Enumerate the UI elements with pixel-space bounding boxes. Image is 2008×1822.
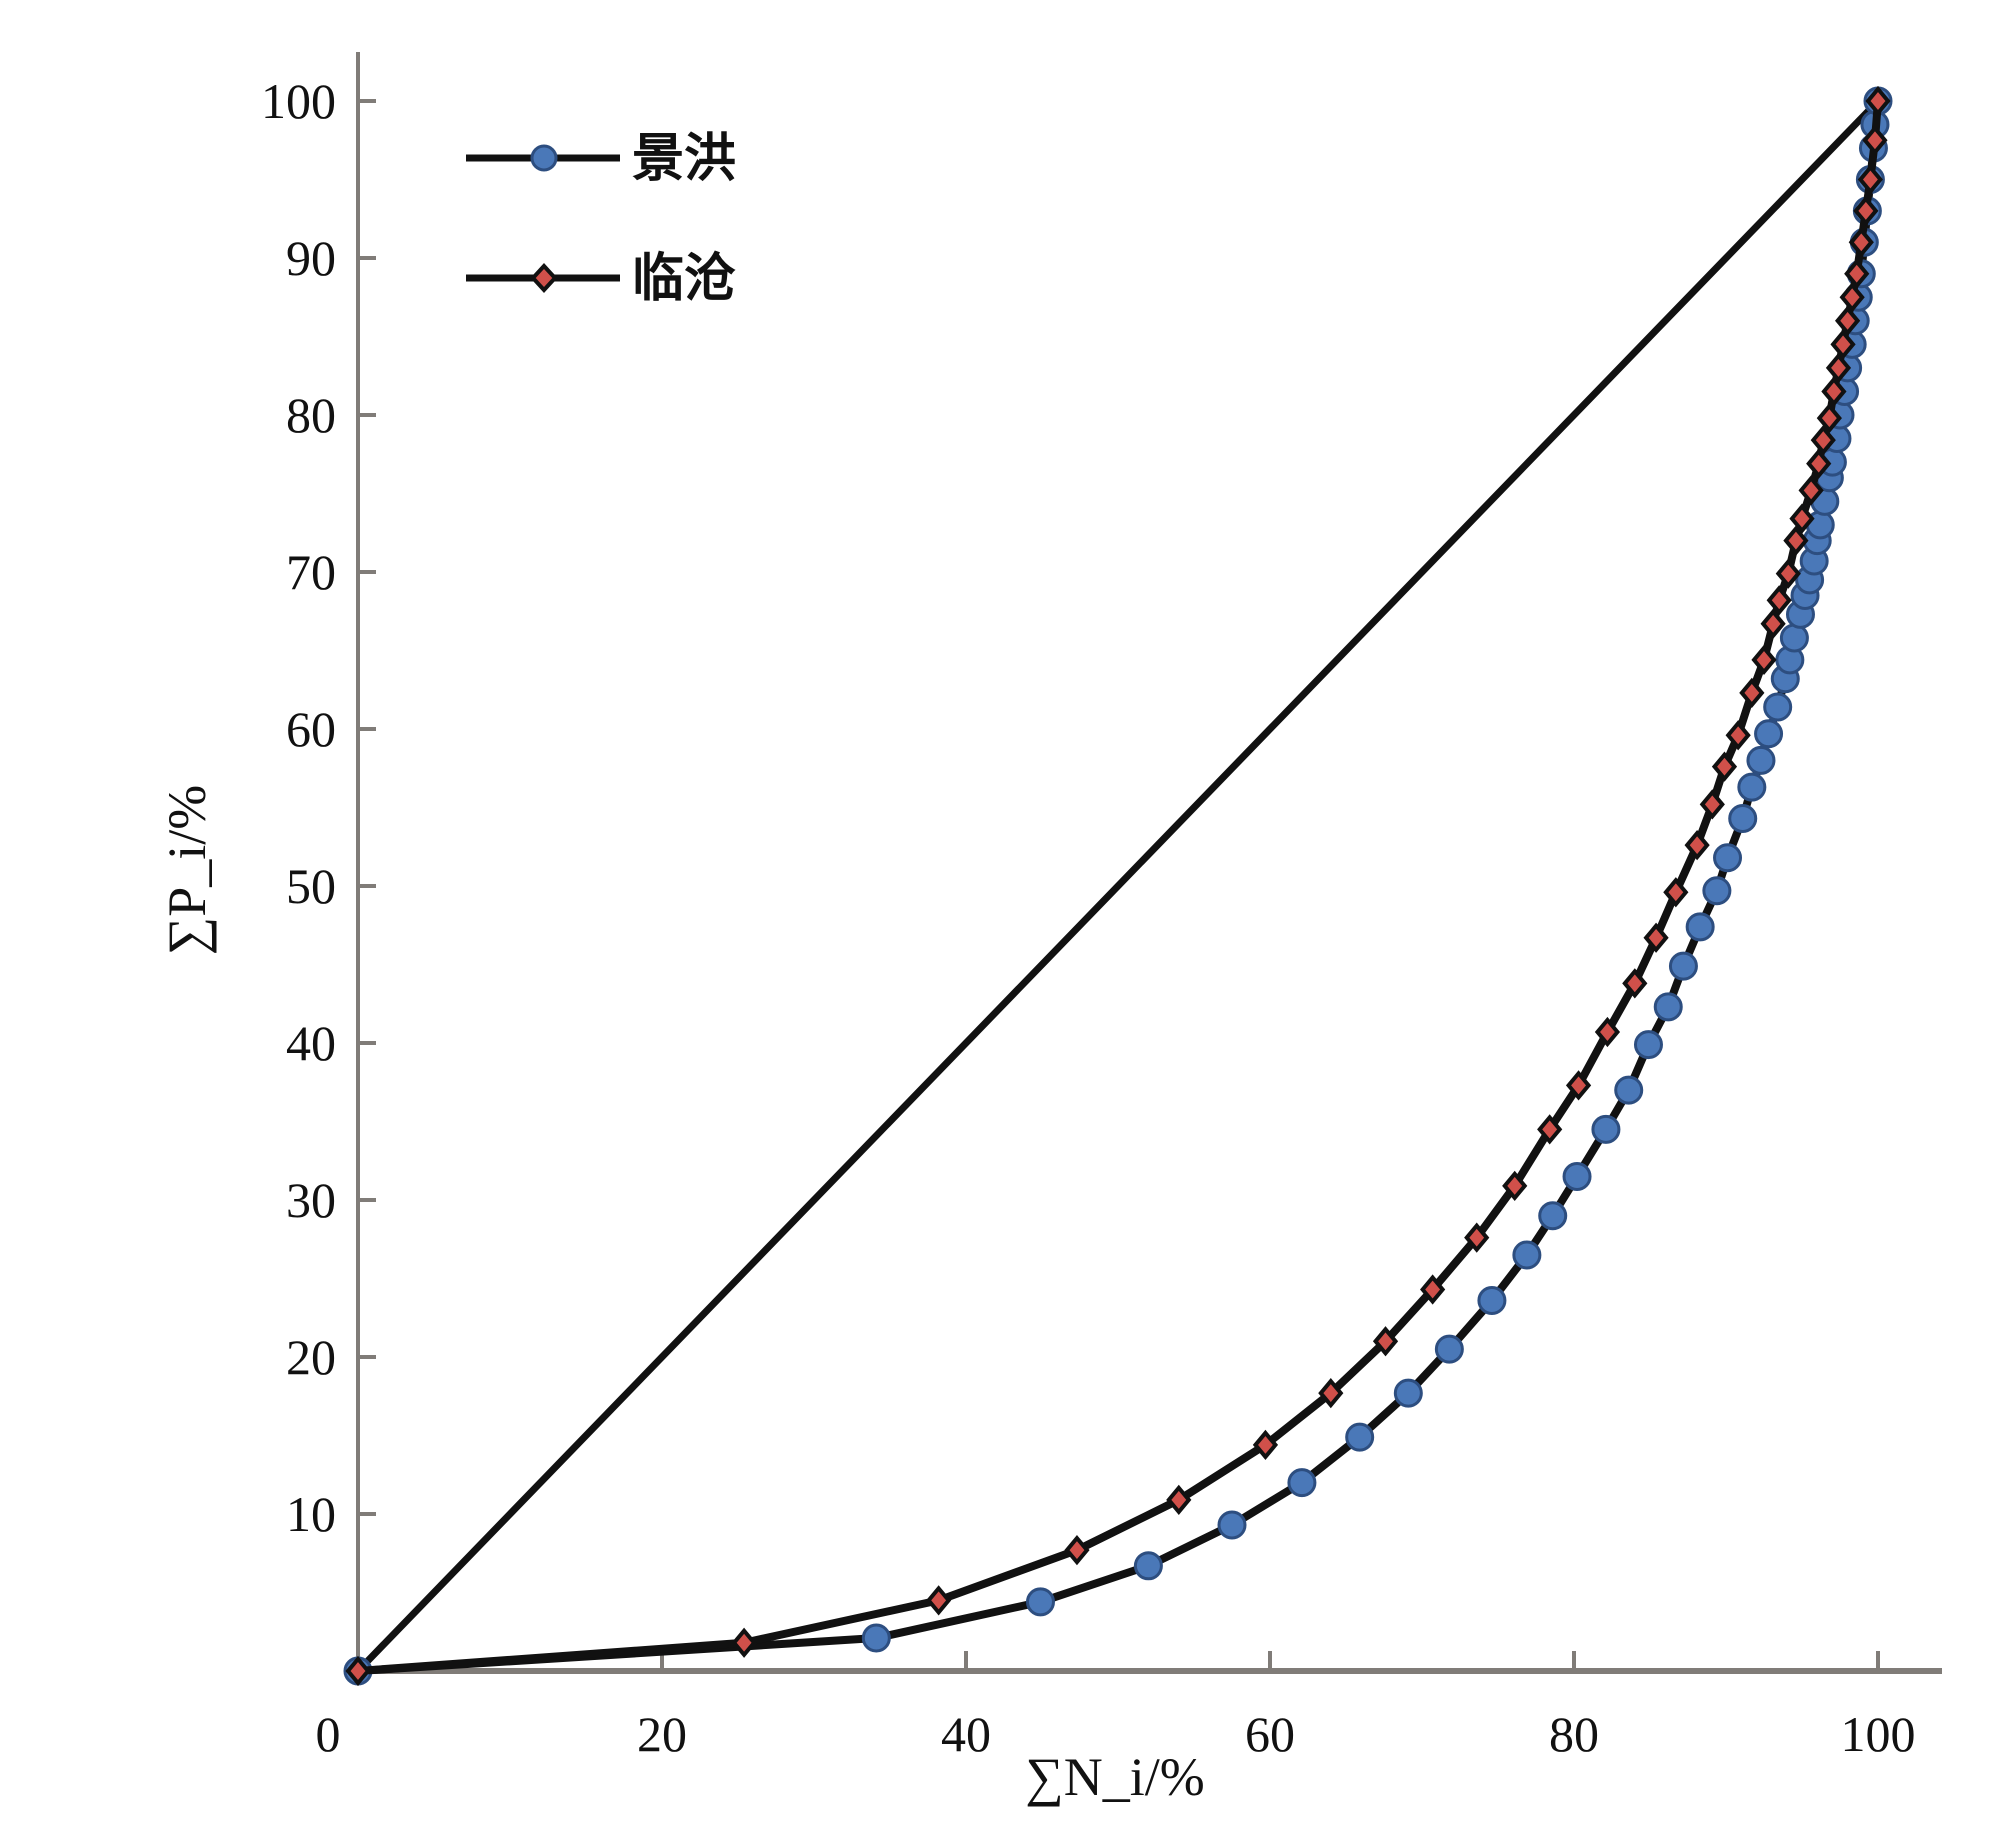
x-tick-label: 0: [316, 1706, 341, 1762]
data-point-lincang: [1725, 720, 1751, 751]
axes: 0 20 40 60 80 100 10 20 30 40 50 60 70 80 90 100: [261, 52, 1942, 1762]
y-tick-label: 50: [286, 858, 336, 914]
data-point-lincang: [1565, 1070, 1592, 1101]
y-tick-label: 40: [286, 1015, 336, 1071]
data-point-jinghong: [1713, 843, 1743, 873]
data-point-lincang: [1252, 1429, 1279, 1461]
data-point-lincang: [1844, 258, 1870, 289]
data-point-lincang: [1862, 125, 1888, 156]
data-point-jinghong: [861, 1623, 891, 1653]
data-point-lincang: [1789, 503, 1815, 534]
x-tick-label: 80: [1549, 1706, 1599, 1762]
y-axis-label: ∑P_i/%: [157, 785, 217, 956]
data-point-jinghong: [1025, 1587, 1055, 1617]
data-point-lincang: [345, 1655, 371, 1687]
data-point-lincang: [1594, 1016, 1621, 1048]
data-point-lincang: [1816, 403, 1842, 434]
x-tick-label: 60: [1245, 1706, 1295, 1762]
data-point-lincang: [1806, 448, 1832, 479]
y-tick-label: 100: [261, 73, 336, 129]
data-point-lincang: [1830, 329, 1856, 360]
data-point-lincang: [1166, 1484, 1192, 1515]
data-point-jinghong: [1287, 1468, 1317, 1498]
y-tick-label: 90: [286, 230, 336, 286]
data-point-jinghong: [1591, 1114, 1621, 1144]
equality-line: [355, 98, 1881, 1674]
data-point-jinghong: [1477, 1285, 1507, 1315]
legend-circle-marker: [530, 144, 558, 172]
data-point-jinghong: [1133, 1551, 1163, 1581]
data-point-lincang: [1663, 877, 1689, 908]
y-tick-label: 80: [286, 387, 336, 443]
data-point-jinghong: [1668, 951, 1698, 981]
data-point-lincang: [1699, 789, 1725, 820]
data-point-jinghong: [1393, 1378, 1423, 1408]
x-tick-label: 20: [637, 1706, 687, 1762]
data-point-lincang: [1622, 968, 1648, 999]
data-point-jinghong: [1702, 876, 1732, 906]
y-tick-label: 20: [286, 1329, 336, 1385]
data-point-lincang: [1821, 376, 1847, 407]
data-point-jinghong: [1653, 992, 1683, 1022]
legend-label-lincang: 临沧: [632, 249, 736, 309]
data-point-lincang: [1853, 195, 1879, 227]
y-tick-label: 70: [286, 544, 336, 600]
data-point-jinghong: [1633, 1030, 1663, 1060]
y-tick-label: 60: [286, 701, 336, 757]
data-point-jinghong: [1217, 1510, 1247, 1540]
x-tick-label: 40: [941, 1706, 991, 1762]
legend: 景洪 临沧: [466, 129, 736, 309]
data-point-lincang: [1834, 305, 1861, 336]
data-point-lincang: [1711, 751, 1738, 782]
y-tick-label: 10: [286, 1486, 336, 1542]
data-point-jinghong: [1512, 1240, 1542, 1270]
data-point-lincang: [1643, 922, 1669, 953]
data-point-lincang: [1825, 352, 1852, 384]
data-point-jinghong: [1562, 1161, 1592, 1191]
data-point-jinghong: [1763, 692, 1793, 722]
data-point-lincang: [1420, 1274, 1446, 1305]
data-point-jinghong: [1737, 772, 1767, 802]
data-point-jinghong: [1685, 912, 1715, 942]
data-point-lincang: [1783, 525, 1809, 556]
data-point-lincang: [1857, 164, 1884, 195]
data-point-lincang: [1865, 85, 1891, 117]
data-point-jinghong: [1345, 1422, 1375, 1452]
data-point-jinghong: [1728, 803, 1758, 833]
data-point-lincang: [1751, 644, 1777, 676]
data-point-jinghong: [1746, 745, 1776, 775]
data-point-lincang: [1839, 282, 1865, 313]
data-point-lincang: [1739, 677, 1765, 709]
data-point-jinghong: [1538, 1201, 1568, 1231]
data-point-jinghong: [1754, 719, 1784, 749]
legend-diamond-marker: [530, 263, 558, 293]
data-point-lincang: [1760, 608, 1786, 639]
data-point-lincang: [926, 1585, 952, 1616]
x-tick-label: 100: [1841, 1706, 1916, 1762]
legend-label-jinghong: 景洪: [632, 129, 736, 189]
data-point-lincang: [1798, 475, 1824, 506]
data-point-lincang: [1537, 1114, 1563, 1145]
y-tick-label: 30: [286, 1172, 336, 1228]
data-point-jinghong: [1614, 1075, 1644, 1105]
data-point-lincang: [1766, 585, 1792, 616]
data-point-jinghong: [1434, 1334, 1464, 1364]
data-point-lincang: [1064, 1534, 1090, 1566]
data-point-lincang: [1810, 424, 1836, 456]
data-point-lincang: [1464, 1222, 1490, 1253]
data-point-lincang: [1775, 558, 1801, 589]
data-point-lincang: [1372, 1326, 1399, 1357]
data-point-lincang: [731, 1627, 757, 1658]
plot-area: [343, 85, 1893, 1687]
data-point-lincang: [1318, 1377, 1344, 1409]
data-point-lincang: [1848, 227, 1874, 258]
x-axis-label: ∑N_i/%: [1025, 1747, 1204, 1807]
data-point-jinghong: [1779, 623, 1809, 653]
data-point-lincang: [1502, 1170, 1528, 1201]
data-point-lincang: [1684, 830, 1710, 861]
